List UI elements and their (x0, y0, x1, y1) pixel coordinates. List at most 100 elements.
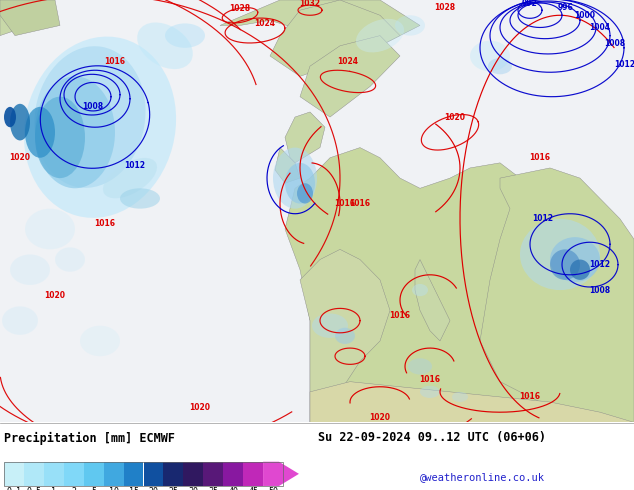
Text: 1004: 1004 (590, 23, 611, 32)
Text: 1024: 1024 (254, 19, 276, 28)
Text: 1012: 1012 (533, 214, 553, 223)
Ellipse shape (35, 97, 85, 178)
Ellipse shape (55, 247, 85, 272)
Ellipse shape (165, 24, 205, 48)
Ellipse shape (408, 358, 432, 374)
Bar (4, 462, 283, 486)
Ellipse shape (550, 237, 600, 282)
Text: 35: 35 (208, 487, 218, 490)
Polygon shape (300, 36, 400, 117)
Text: 1012: 1012 (590, 260, 611, 269)
Text: 1016: 1016 (349, 199, 370, 208)
Text: 1016: 1016 (335, 199, 356, 208)
Text: 1024: 1024 (337, 56, 358, 66)
Bar (223, 462, 243, 486)
Bar (24, 462, 44, 486)
Text: 1012: 1012 (614, 60, 634, 69)
Text: 1016: 1016 (519, 392, 541, 401)
Text: 1020: 1020 (10, 153, 30, 162)
Text: 992: 992 (522, 0, 538, 7)
Text: Su 22-09-2024 09..12 UTC (06+06): Su 22-09-2024 09..12 UTC (06+06) (318, 432, 546, 444)
Text: 5: 5 (91, 487, 96, 490)
Polygon shape (300, 249, 390, 422)
Ellipse shape (550, 249, 580, 280)
Text: 0.1: 0.1 (6, 487, 22, 490)
Polygon shape (275, 147, 300, 183)
Polygon shape (310, 382, 634, 422)
Ellipse shape (34, 46, 146, 188)
Ellipse shape (2, 306, 38, 335)
Ellipse shape (103, 158, 157, 198)
Text: 2: 2 (71, 487, 76, 490)
Ellipse shape (35, 76, 115, 188)
Ellipse shape (80, 326, 120, 356)
Text: 0.5: 0.5 (27, 487, 41, 490)
Text: 1012: 1012 (124, 161, 145, 171)
Bar (64, 462, 84, 486)
Ellipse shape (120, 188, 160, 209)
Bar (183, 462, 204, 486)
Ellipse shape (25, 107, 55, 158)
Text: 10: 10 (108, 487, 119, 490)
Bar (4, 462, 24, 486)
Text: 1020: 1020 (44, 291, 65, 300)
Text: 30: 30 (188, 487, 198, 490)
Text: 996: 996 (557, 2, 573, 12)
Polygon shape (480, 168, 634, 422)
Text: 1008: 1008 (590, 286, 611, 294)
Bar (243, 462, 263, 486)
Text: 1016: 1016 (529, 153, 550, 162)
Polygon shape (270, 0, 400, 76)
Ellipse shape (520, 219, 600, 290)
Ellipse shape (24, 37, 176, 218)
Text: 40: 40 (228, 487, 238, 490)
Text: 45: 45 (248, 487, 258, 490)
Text: 1020: 1020 (444, 113, 465, 122)
Text: @weatheronline.co.uk: @weatheronline.co.uk (420, 472, 545, 482)
Text: 1020: 1020 (190, 403, 210, 412)
Text: 1008: 1008 (82, 102, 103, 111)
Text: 1028: 1028 (434, 2, 456, 12)
Ellipse shape (420, 386, 440, 398)
Text: 50: 50 (268, 487, 278, 490)
Text: 1020: 1020 (370, 413, 391, 422)
Ellipse shape (570, 260, 590, 280)
Polygon shape (285, 112, 325, 163)
Text: 1032: 1032 (299, 0, 321, 7)
Ellipse shape (4, 107, 16, 127)
FancyArrow shape (263, 462, 299, 486)
Ellipse shape (137, 23, 193, 69)
Text: 1016: 1016 (389, 311, 410, 320)
Polygon shape (0, 0, 60, 36)
Ellipse shape (470, 41, 510, 71)
Ellipse shape (297, 183, 313, 203)
Bar (164, 462, 183, 486)
Ellipse shape (312, 314, 348, 338)
Bar (103, 462, 124, 486)
Bar (84, 462, 103, 486)
Text: 1016: 1016 (420, 375, 441, 384)
Bar (204, 462, 223, 486)
Ellipse shape (356, 19, 404, 52)
Ellipse shape (273, 147, 317, 209)
Bar (124, 462, 143, 486)
Text: 15: 15 (129, 487, 139, 490)
Text: 1028: 1028 (230, 3, 250, 13)
Text: 1: 1 (51, 487, 56, 490)
Bar (44, 462, 64, 486)
Text: 20: 20 (148, 487, 158, 490)
Text: 1000: 1000 (574, 11, 595, 20)
Text: 25: 25 (169, 487, 178, 490)
Ellipse shape (452, 392, 468, 402)
Ellipse shape (395, 15, 425, 36)
Polygon shape (0, 0, 50, 36)
Polygon shape (285, 147, 634, 422)
Text: 1016: 1016 (105, 56, 126, 66)
Polygon shape (415, 260, 450, 341)
Ellipse shape (285, 163, 315, 203)
Text: 1016: 1016 (94, 220, 115, 228)
Ellipse shape (488, 58, 512, 74)
Ellipse shape (10, 104, 30, 141)
Text: Precipitation [mm] ECMWF: Precipitation [mm] ECMWF (4, 432, 175, 444)
Polygon shape (220, 0, 420, 46)
